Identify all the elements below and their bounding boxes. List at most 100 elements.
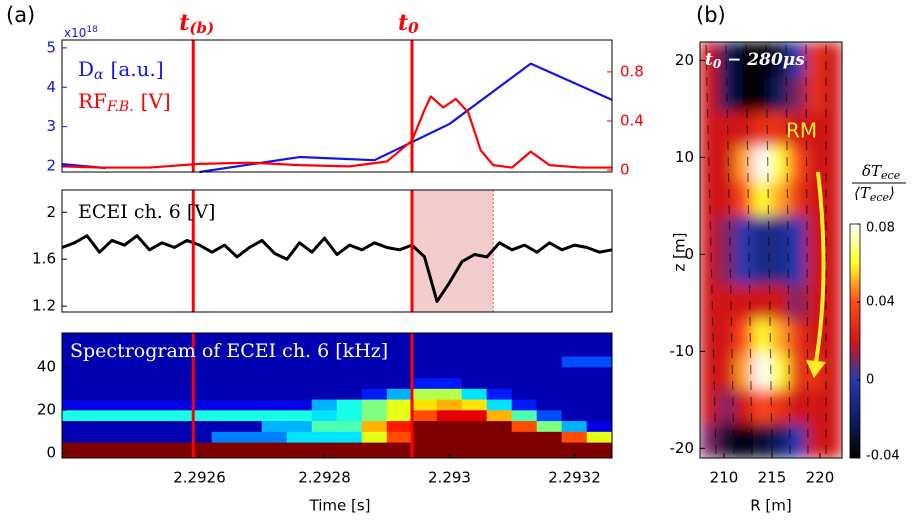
heatmap-cell <box>261 431 288 443</box>
heatmap-cell <box>735 111 754 147</box>
heatmap-cell <box>161 355 188 368</box>
flux-line <box>745 44 753 456</box>
heatmap-cell <box>700 353 719 390</box>
heatmap-cell <box>536 355 563 368</box>
heatmap-cell <box>61 409 88 422</box>
heatmap-cell <box>86 398 113 411</box>
heatmap-cell <box>788 388 807 424</box>
heatmap-cell <box>186 431 213 443</box>
heatmap-cell <box>806 76 825 113</box>
event-label-sub: (b) <box>189 19 214 37</box>
heatmap-cell <box>361 345 388 357</box>
x-tick-label: 2.2928 <box>298 469 351 487</box>
heatmap-cell <box>86 431 113 443</box>
heatmap-cell <box>823 353 842 390</box>
panel-title: Spectrogram of ECEI ch. 6 [kHz] <box>70 340 388 362</box>
heatmap-cell <box>586 398 613 411</box>
heatmap-cell <box>788 76 807 113</box>
y2-tick-label: 0.8 <box>620 62 644 80</box>
heatmap-cell <box>770 284 790 320</box>
flux-line <box>785 44 791 456</box>
heatmap-cell <box>486 366 513 379</box>
heatmap-cell <box>735 250 754 285</box>
heatmap-cell <box>436 332 463 346</box>
heatmap-cell <box>261 388 288 400</box>
heatmap-cell <box>511 409 538 422</box>
heatmap-cell <box>717 250 736 285</box>
heatmap-cell <box>261 398 288 411</box>
heatmap-cell <box>700 319 719 355</box>
heatmap-cell <box>286 366 313 379</box>
heatmap-cell <box>411 332 438 346</box>
heatmap-cell <box>161 388 188 400</box>
heatmap-cell <box>61 398 88 411</box>
y-tick-label: 20 <box>675 51 694 69</box>
plot-frame <box>61 189 613 313</box>
heatmap-cell <box>752 284 772 320</box>
x-axis-label: Time [s] <box>309 497 371 515</box>
heatmap-cell <box>186 409 213 422</box>
heatmap-cell <box>386 398 413 411</box>
heatmap-cell <box>461 409 488 422</box>
heatmap-cell <box>411 377 438 389</box>
y-axis-label: z [m] <box>671 233 689 272</box>
heatmap-cell <box>823 250 842 285</box>
y-tick-label: 20 <box>37 401 56 419</box>
heatmap-cell <box>717 215 736 251</box>
heatmap-cell <box>536 388 563 400</box>
heatmap-cell <box>211 345 238 357</box>
heatmap-cell <box>386 366 413 379</box>
heatmap-cell <box>386 345 413 357</box>
y-tick-label: 1.2 <box>32 297 56 315</box>
heatmap-cell <box>461 441 488 459</box>
heatmap-cell <box>61 355 88 368</box>
heatmap-cell <box>111 409 138 422</box>
heatmap-cell <box>86 345 113 357</box>
heatmap-cell <box>700 215 719 251</box>
heatmap-cell <box>286 409 313 422</box>
heatmap-cell <box>436 431 463 443</box>
heatmap-cell <box>161 420 188 432</box>
heatmap-cell <box>561 441 588 459</box>
heatmap-cell <box>536 409 563 422</box>
heatmap-cell <box>136 345 163 357</box>
heatmap-cell <box>236 366 263 379</box>
heatmap-cell <box>806 42 825 78</box>
heatmap-cell <box>586 388 613 400</box>
heatmap-cell <box>111 366 138 379</box>
colorbar-num-sub: ece <box>881 169 901 182</box>
heatmap-cell <box>111 441 138 459</box>
heatmap-cell <box>770 145 790 181</box>
heatmap-cell <box>86 377 113 389</box>
heatmap-cell <box>752 145 772 181</box>
y2-tick-label: 0 <box>620 161 630 179</box>
heatmap-cell <box>336 420 363 432</box>
heatmap-cell <box>823 388 842 424</box>
heatmap-cell <box>311 441 338 459</box>
heatmap-cell <box>806 422 825 458</box>
heatmap-cell <box>336 345 363 357</box>
heatmap-cell <box>411 345 438 357</box>
plot-area <box>700 42 842 458</box>
heatmap-cell <box>788 353 807 390</box>
heatmap-cell <box>311 345 338 357</box>
heatmap-cell <box>586 366 613 379</box>
heatmap-cell <box>61 420 88 432</box>
heatmap-cell <box>86 420 113 432</box>
y-tick-label: 0 <box>46 444 56 462</box>
heatmap-cell <box>361 420 388 432</box>
heatmap-cell <box>788 284 807 320</box>
heatmap-cell <box>286 332 313 346</box>
heatmap-cell <box>735 76 754 113</box>
heatmap-cell <box>788 422 807 458</box>
heatmap-cell <box>211 420 238 432</box>
heatmap-cell <box>386 377 413 389</box>
heatmap-cell <box>186 420 213 432</box>
heatmap-cell <box>536 366 563 379</box>
heatmap-cell <box>336 388 363 400</box>
heatmap-cell <box>806 250 825 285</box>
heatmap-cell <box>735 319 754 355</box>
colorbar-den-end: ⟩ <box>888 184 895 202</box>
